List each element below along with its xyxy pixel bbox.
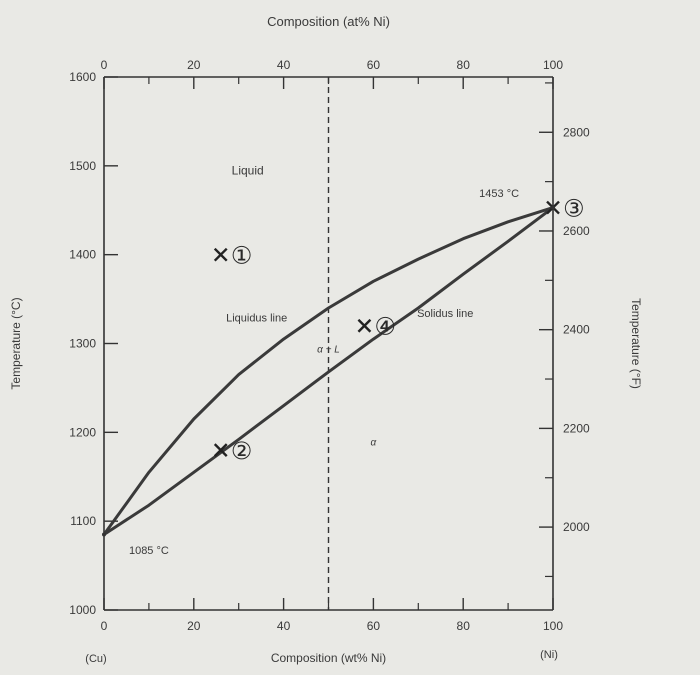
- bottom-axis-end-label-cu: (Cu): [85, 653, 106, 665]
- left-axis-tick-label: 1500: [69, 159, 96, 173]
- liquidus-curve: [102, 206, 554, 536]
- right-axis-tick-label: 2800: [563, 125, 590, 139]
- point-1-cross: [213, 247, 228, 262]
- top-axis-tick-label: 0: [101, 58, 108, 72]
- bottom-axis-tick-label: 80: [457, 619, 471, 633]
- annotation-solidus-line: Solidus line: [417, 308, 473, 320]
- solidus-curve: [103, 206, 554, 536]
- right-axis-tick-label: 2000: [563, 520, 590, 534]
- right-axis-tick-label: 2600: [563, 224, 590, 238]
- bottom-axis-tick-label: 20: [187, 619, 201, 633]
- left-axis-label: Temperature (°C): [9, 297, 23, 389]
- right-axis-label: Temperature (°F): [629, 298, 643, 389]
- point-2-label: ②: [231, 437, 253, 465]
- bottom-axis-end-label-ni: (Ni): [540, 649, 558, 661]
- top-axis-tick-label: 60: [367, 58, 381, 72]
- annotation-cu-melting-point: 1085 °C: [129, 545, 169, 557]
- point-4-label: ④: [374, 313, 396, 341]
- top-axis-label: Composition (at% Ni): [267, 14, 390, 29]
- region-label-liquid: Liquid: [232, 164, 264, 178]
- top-axis-tick-label: 80: [457, 58, 471, 72]
- left-axis-tick-label: 1200: [69, 425, 96, 439]
- point-4-marker: ④: [357, 313, 396, 341]
- bottom-axis-tick-label: 100: [543, 619, 563, 633]
- cu-melting-point-dot: [102, 532, 106, 537]
- left-axis-tick-label: 1400: [69, 248, 96, 262]
- point-4-cross: [357, 318, 372, 333]
- top-axis-tick-label: 40: [277, 58, 291, 72]
- bottom-axis-tick-label: 40: [277, 619, 291, 633]
- left-axis-tick-label: 1600: [69, 70, 96, 84]
- right-axis-tick-label: 2200: [563, 421, 590, 435]
- ni-melting-point-dot: [551, 205, 555, 210]
- point-3-label: ③: [563, 195, 585, 223]
- point-1-marker: ①: [213, 242, 253, 270]
- left-axis-tick-label: 1000: [69, 603, 96, 617]
- annotation-liquidus-line: Liquidus line: [226, 312, 287, 324]
- left-axis-tick-label: 1100: [70, 514, 96, 528]
- region-label-alpha: α: [371, 438, 377, 449]
- top-axis-tick-label: 20: [187, 58, 201, 72]
- top-axis-tick-label: 100: [543, 58, 563, 72]
- left-axis-tick-label: 1300: [69, 337, 96, 351]
- bottom-axis-tick-label: 0: [101, 619, 108, 633]
- bottom-axis-label: Composition (wt% Ni): [271, 651, 386, 665]
- point-2-marker: ②: [213, 437, 253, 465]
- point-2-cross: [213, 443, 228, 457]
- annotation-ni-melting-point: 1453 °C: [479, 188, 519, 200]
- point-1-label: ①: [231, 242, 253, 270]
- right-axis-tick-label: 2400: [563, 323, 590, 337]
- region-label-alpha-plus-liquid: α + L: [317, 344, 340, 355]
- bottom-axis-tick-label: 60: [367, 619, 381, 633]
